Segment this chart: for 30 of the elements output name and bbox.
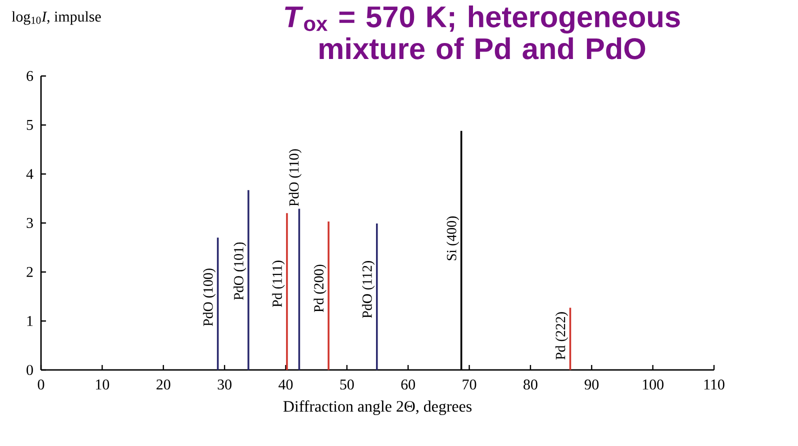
x-axis-title: Diffraction angle 2Θ, degrees — [283, 400, 472, 416]
x-tick-label: 90 — [584, 379, 599, 390]
annotation: PdO (101) — [234, 242, 246, 300]
y-axis-title: log$_{10}$I, impulse — [12, 11, 101, 25]
x-tick-label: 40 — [278, 379, 293, 390]
annotation: Pd (222) — [555, 312, 568, 360]
x-tick-label: 70 — [462, 379, 476, 390]
x-tick-label: 80 — [524, 379, 538, 390]
chart-title: T$_{ox}$ = 570 K; heterogeneous mixture of Pd and PdO — [285, 6, 680, 60]
y-tick-label: 3 — [26, 218, 33, 228]
x-tick-label: 50 — [340, 379, 354, 390]
annotation: Si (400) — [446, 216, 460, 260]
y-tick-label: 5 — [26, 120, 33, 130]
x-tick-label: 60 — [401, 379, 416, 390]
y-tick-label: 0 — [26, 364, 33, 376]
annotation: Pd (200) — [314, 264, 326, 312]
y-tick-label: 1 — [27, 316, 33, 326]
x-tick-label: 110 — [704, 379, 724, 390]
x-tick-label: 0 — [38, 379, 44, 390]
x-tick-label: 100 — [642, 379, 664, 390]
y-tick-label: 6 — [26, 70, 34, 81]
y-tick-label: 2 — [26, 267, 33, 277]
x-tick-label: 20 — [156, 379, 170, 390]
annotation: PdO (112) — [362, 261, 375, 318]
annotation: PdO (100) — [202, 268, 216, 326]
x-tick-label: 10 — [96, 379, 110, 390]
x-tick-label: 30 — [218, 379, 232, 390]
annotation: PdO (110) — [288, 149, 302, 206]
y-tick-label: 4 — [26, 169, 34, 179]
annotation: Pd (111) — [272, 260, 285, 308]
